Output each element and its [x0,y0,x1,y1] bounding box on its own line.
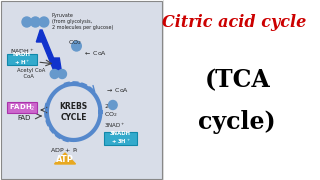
Polygon shape [54,153,76,164]
Circle shape [31,17,40,27]
Text: NADH
+ H$^+$: NADH + H$^+$ [13,52,31,67]
Polygon shape [36,30,61,70]
Text: CO$_2$: CO$_2$ [104,111,118,120]
Text: (TCA: (TCA [204,68,270,92]
FancyBboxPatch shape [1,1,162,179]
FancyBboxPatch shape [104,132,137,145]
Text: ATP: ATP [56,156,74,165]
Text: KREBS
CYCLE: KREBS CYCLE [60,102,88,122]
Text: 3NAD$^+$: 3NAD$^+$ [104,122,125,130]
Text: NADH$^+$: NADH$^+$ [10,47,34,56]
Text: Pyruvate
(from glycolysis,
2 molecules per glucose): Pyruvate (from glycolysis, 2 molecules p… [52,13,113,30]
Circle shape [58,69,67,78]
Text: cycle): cycle) [198,110,276,134]
Text: ADP + P$_i$: ADP + P$_i$ [50,146,79,155]
Text: 2: 2 [104,103,108,109]
Text: $\leftarrow$ CoA: $\leftarrow$ CoA [83,49,107,57]
Circle shape [108,100,117,109]
Text: Acetyl CoA
    CoA: Acetyl CoA CoA [17,68,45,79]
Circle shape [22,17,32,27]
Circle shape [72,41,81,51]
Text: CO$_2$: CO$_2$ [68,38,81,47]
Text: FADH$_2$: FADH$_2$ [9,102,35,113]
Text: 3NADH
+ 3H$^+$: 3NADH + 3H$^+$ [110,131,131,146]
FancyBboxPatch shape [7,54,36,65]
Text: $\rightarrow$ CoA: $\rightarrow$ CoA [105,86,129,94]
Text: FAD: FAD [17,115,31,121]
Text: Citric acid cycle: Citric acid cycle [162,14,307,31]
Circle shape [39,17,49,27]
FancyBboxPatch shape [7,102,36,113]
Circle shape [50,69,59,78]
